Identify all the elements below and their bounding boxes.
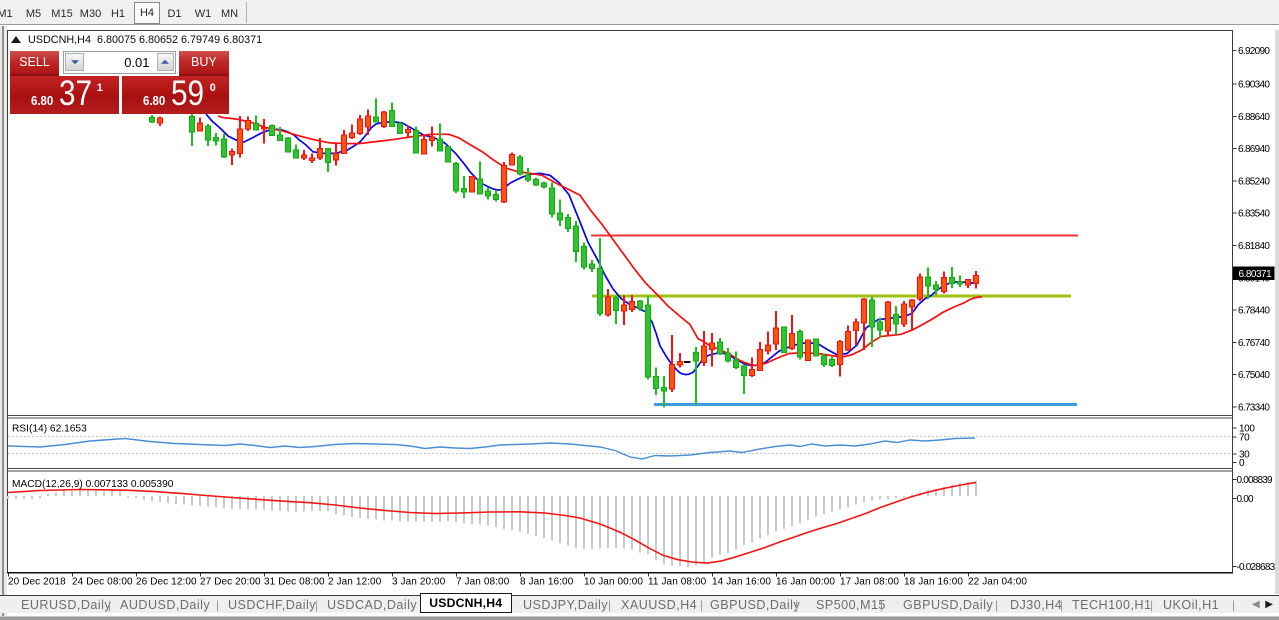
svg-text:14 Jan 16:00: 14 Jan 16:00 xyxy=(712,577,771,588)
svg-text:8 Jan 16:00: 8 Jan 16:00 xyxy=(520,577,574,588)
svg-text:17 Jan 08:00: 17 Jan 08:00 xyxy=(840,577,899,588)
svg-text:7 Jan 08:00: 7 Jan 08:00 xyxy=(456,577,510,588)
svg-text:18 Jan 16:00: 18 Jan 16:00 xyxy=(904,577,963,588)
svg-text:10 Jan 00:00: 10 Jan 00:00 xyxy=(584,577,643,588)
svg-text:6.85240: 6.85240 xyxy=(1238,177,1270,188)
svg-text:30: 30 xyxy=(1239,449,1250,460)
svg-text:6.83540: 6.83540 xyxy=(1238,209,1270,220)
svg-text:3 Jan 20:00: 3 Jan 20:00 xyxy=(392,577,446,588)
svg-text:31 Dec 08:00: 31 Dec 08:00 xyxy=(264,577,325,588)
svg-text:2 Jan 12:00: 2 Jan 12:00 xyxy=(328,577,382,588)
svg-text:6.92090: 6.92090 xyxy=(1238,46,1270,57)
svg-text:24 Dec 08:00: 24 Dec 08:00 xyxy=(72,577,133,588)
svg-text:6.86940: 6.86940 xyxy=(1238,144,1270,155)
svg-text:11 Jan 08:00: 11 Jan 08:00 xyxy=(648,577,707,588)
svg-text:22 Jan 04:00: 22 Jan 04:00 xyxy=(968,577,1027,588)
svg-text:0.008839: 0.008839 xyxy=(1237,475,1274,486)
svg-text:MACD(12,26,9) 0.007133 0.00539: MACD(12,26,9) 0.007133 0.005390 xyxy=(12,479,174,490)
svg-text:70: 70 xyxy=(1239,432,1250,443)
svg-text:6.80371: 6.80371 xyxy=(1239,269,1273,280)
svg-text:RSI(14) 62.1653: RSI(14) 62.1653 xyxy=(12,424,87,435)
svg-text:27 Dec 20:00: 27 Dec 20:00 xyxy=(200,577,261,588)
svg-text:26 Dec 12:00: 26 Dec 12:00 xyxy=(136,577,197,588)
svg-text:6.90340: 6.90340 xyxy=(1238,80,1270,91)
svg-text:20 Dec 2018: 20 Dec 2018 xyxy=(8,577,66,588)
svg-text:6.88640: 6.88640 xyxy=(1238,112,1270,123)
svg-text:0: 0 xyxy=(1239,458,1245,469)
svg-text:6.81840: 6.81840 xyxy=(1238,241,1270,252)
svg-text:0.00: 0.00 xyxy=(1237,494,1255,505)
svg-text:-0.028683: -0.028683 xyxy=(1237,562,1276,573)
svg-text:16 Jan 00:00: 16 Jan 00:00 xyxy=(776,577,835,588)
svg-text:6.76740: 6.76740 xyxy=(1238,338,1270,349)
svg-text:6.73340: 6.73340 xyxy=(1238,403,1270,414)
svg-text:6.75040: 6.75040 xyxy=(1238,370,1270,381)
svg-text:100: 100 xyxy=(1239,424,1255,435)
svg-text:6.78440: 6.78440 xyxy=(1238,306,1270,317)
